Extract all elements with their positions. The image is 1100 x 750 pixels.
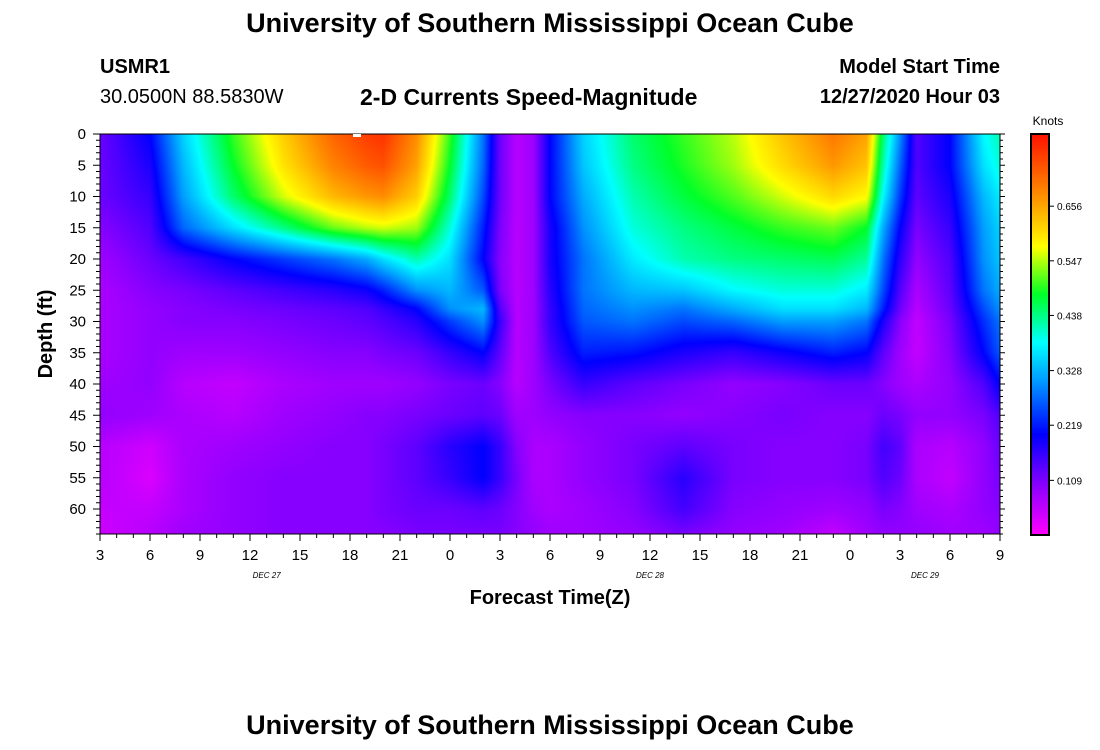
station-coordinates: 30.0500N 88.5830W	[100, 86, 284, 108]
y-tick-label: 0	[78, 126, 86, 143]
date-label: DEC 29	[911, 571, 940, 580]
heatmap-image	[100, 134, 1000, 534]
y-tick-label: 45	[69, 407, 86, 424]
y-tick-label: 60	[69, 501, 86, 518]
y-tick-label: 30	[69, 314, 86, 331]
x-tick-label: 3	[496, 547, 504, 564]
date-label: DEC 27	[253, 571, 282, 580]
x-tick-label: 0	[446, 547, 454, 564]
x-tick-label: 21	[792, 547, 809, 564]
top-marker	[353, 134, 361, 137]
x-axis-label: Forecast Time(Z)	[470, 587, 631, 609]
x-tick-label: 18	[342, 547, 359, 564]
y-tick-label: 20	[69, 251, 86, 268]
colorbar-tick-label: 0.219	[1057, 421, 1082, 432]
date-labels: DEC 27 DEC 28 DEC 29	[253, 571, 940, 580]
y-tick-label: 25	[69, 282, 86, 299]
y-tick-label: 10	[69, 189, 86, 206]
x-tick-label: 3	[896, 547, 904, 564]
colorbar-tick-label: 0.547	[1057, 257, 1082, 268]
model-start-value: 12/27/2020 Hour 03	[819, 86, 1000, 108]
x-tick-label: 0	[846, 547, 854, 564]
y-tick-label: 35	[69, 345, 86, 362]
y-axis-label: Depth (ft)	[35, 290, 57, 379]
y-tick-label: 50	[69, 439, 86, 456]
y-tick-label: 5	[78, 157, 86, 174]
x-tick-label: 6	[946, 547, 954, 564]
model-start-label: Model Start Time	[839, 56, 1000, 78]
x-tick-label: 12	[242, 547, 259, 564]
x-tick-label: 12	[642, 547, 659, 564]
colorbar-ticks: 0.109 0.219 0.328 0.438 0.547 0.656	[1049, 202, 1082, 487]
x-tick-label: 15	[292, 547, 309, 564]
station-id: USMR1	[100, 56, 171, 78]
y-tick-label: 55	[69, 470, 86, 487]
y-axis: 0 5 10 15 20 25 30 35 40 45 50 55 60	[69, 126, 1005, 535]
x-tick-label: 3	[96, 547, 104, 564]
x-tick-label: 9	[596, 547, 604, 564]
x-tick-label: 18	[742, 547, 759, 564]
x-tick-label: 9	[996, 547, 1004, 564]
x-axis: 3 6 9 12 15 18 21 0 3 6 9 12 15 18 21 0 3 6 9	[96, 534, 1004, 564]
y-tick-label: 15	[69, 220, 86, 237]
colorbar-tick-label: 0.328	[1057, 367, 1082, 378]
colorbar-frame	[1030, 133, 1050, 536]
colorbar	[1031, 134, 1049, 535]
x-tick-label: 21	[392, 547, 409, 564]
colorbar-tick-label: 0.109	[1057, 476, 1082, 487]
colorbar-unit-label: Knots	[1033, 114, 1064, 128]
date-label: DEC 28	[636, 571, 665, 580]
x-tick-label: 6	[546, 547, 554, 564]
colorbar-tick-label: 0.438	[1057, 311, 1082, 322]
x-tick-label: 15	[692, 547, 709, 564]
x-tick-label: 6	[146, 547, 154, 564]
colorbar-tick-label: 0.656	[1057, 202, 1082, 213]
x-tick-label: 9	[196, 547, 204, 564]
y-tick-label: 40	[69, 376, 86, 393]
page-title: University of Southern Mississippi Ocean…	[246, 8, 854, 38]
footer-title: University of Southern Mississippi Ocean…	[246, 710, 854, 740]
plot-title: 2-D Currents Speed-Magnitude	[360, 84, 698, 110]
